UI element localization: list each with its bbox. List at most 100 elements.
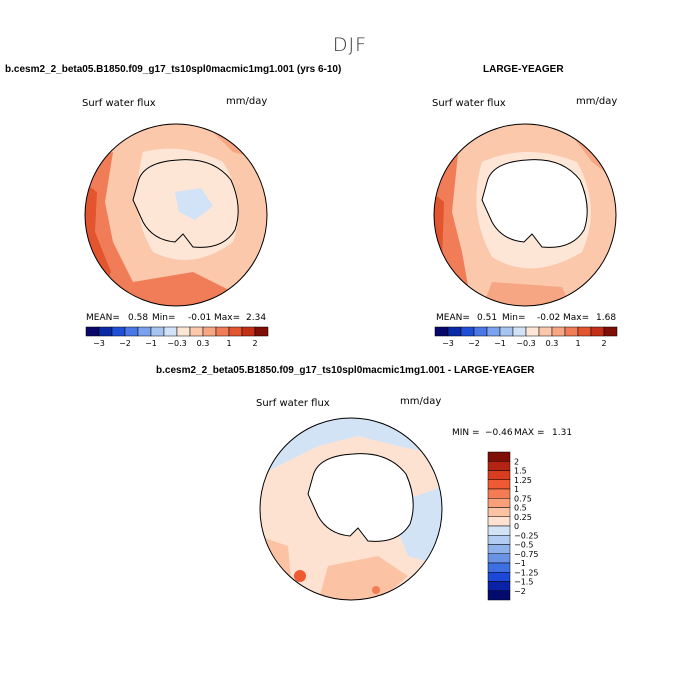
panel3-max-value: 1.31 (552, 428, 573, 438)
colorbar-box (176, 326, 191, 337)
panel3-max-label: MAX = (514, 428, 545, 438)
panel2-variable-label: Surf water flux (432, 98, 506, 109)
colorbar-box (564, 326, 579, 337)
colorbar-tick-label: −1 (514, 559, 526, 568)
colorbar-tick-label: 0.3 (546, 339, 559, 348)
colorbar-box (189, 326, 204, 337)
panel3-antarctica-outline (307, 453, 414, 542)
colorbar-box (577, 326, 592, 337)
panel3-polar-map (259, 417, 443, 601)
panel3-map-border (259, 417, 443, 601)
colorbar-box (487, 507, 511, 517)
colorbar-tick-label: 0.3 (197, 339, 210, 348)
colorbar-tick-label: −3 (442, 339, 454, 348)
colorbar-tick-label: 0.5 (514, 504, 527, 513)
colorbar-tick-label: −1.25 (514, 568, 539, 577)
colorbar-box (487, 562, 511, 573)
colorbar-box (150, 326, 165, 337)
panel2-colorbar: −3−2−1−0.30.3123 (434, 326, 618, 348)
colorbar-box (487, 581, 511, 591)
panel3-colorbar: 21.51.2510.750.50.250−0.25−0.5−0.75−1−1.… (487, 451, 539, 601)
colorbar-tick-label: −0.3 (516, 339, 535, 348)
panel2-antarctica-outline (481, 159, 588, 248)
colorbar-tick-label: −1.5 (514, 578, 533, 587)
panel2-flux-region-south (482, 282, 572, 306)
panel3-min-label: MIN = (452, 428, 480, 438)
colorbar-box (487, 461, 511, 471)
colorbar-tick-label: −3 (93, 339, 105, 348)
colorbar-tick-label: −1 (494, 339, 506, 348)
panel1-min-value: -0.01 (188, 313, 212, 323)
panel1-max-value: 2.34 (246, 313, 267, 323)
panel2-mean-value: 0.51 (477, 313, 498, 323)
colorbar-box (525, 326, 540, 337)
colorbar-tick-label: −0.25 (514, 531, 539, 540)
colorbar-box (487, 451, 511, 462)
panel3-units-label: mm/day (400, 396, 442, 407)
colorbar-box (487, 498, 511, 508)
colorbar-box (254, 326, 269, 337)
colorbar-box (487, 525, 511, 536)
colorbar-box (111, 326, 126, 337)
colorbar-box (228, 326, 243, 337)
panel2-case-title: LARGE-YEAGER (483, 64, 564, 75)
colorbar-tick-label: 2 (514, 457, 519, 466)
panel3-variable-label: Surf water flux (256, 398, 330, 409)
panel2-max-flux-region (434, 192, 444, 282)
panel3-positive-region-south (318, 556, 408, 600)
colorbar-box (473, 326, 488, 337)
colorbar-box (590, 326, 605, 337)
colorbar-box (487, 535, 511, 545)
colorbar-box (487, 590, 511, 601)
colorbar-box (85, 326, 100, 337)
colorbar-box (487, 488, 511, 499)
colorbar-box (487, 470, 511, 480)
colorbar-box (124, 326, 139, 337)
colorbar-tick-label: −2 (514, 587, 526, 596)
season-title: DJF (332, 34, 368, 56)
panel1-case-title: b.cesm2_2_beta05.B1850.f09_g17_ts10spl0m… (5, 64, 342, 75)
panel1-polar-map (84, 123, 268, 307)
colorbar-box (487, 553, 511, 564)
colorbar-box (603, 326, 618, 337)
panel1-negative-flux-patch (175, 188, 213, 220)
panel2-mean-label: MEAN= (436, 313, 470, 323)
colorbar-tick-label: 1 (575, 339, 580, 348)
panel3-case-title: b.cesm2_2_beta05.B1850.f09_g17_ts10spl0m… (156, 365, 535, 376)
panel1-min-label: Min= (152, 313, 176, 323)
colorbar-box (512, 326, 527, 337)
colorbar-box (137, 326, 152, 337)
colorbar-tick-label: 0.25 (514, 513, 532, 522)
colorbar-tick-label: −1 (145, 339, 157, 348)
panel2-min-label: Min= (502, 313, 526, 323)
colorbar-tick-label: 2 (601, 339, 606, 348)
panel1-variable-label: Surf water flux (82, 98, 156, 109)
panel2-map-border (433, 123, 617, 307)
panel2-max-value: 1.68 (596, 313, 617, 323)
colorbar-box (487, 479, 511, 490)
panel1-mean-label: MEAN= (86, 313, 120, 323)
panel1-units-label: mm/day (226, 96, 268, 107)
panel3-min-value: −0.46 (485, 428, 513, 438)
colorbar-box (551, 326, 566, 337)
colorbar-tick-label: 1 (514, 485, 519, 494)
panel1-max-label: Max= (214, 313, 241, 323)
colorbar-box (215, 326, 230, 337)
panel1-map-border (84, 123, 268, 307)
colorbar-box (447, 326, 462, 337)
panel2-polar-map (433, 123, 617, 307)
panel2-max-label: Max= (563, 313, 590, 323)
panel1-mean-value: 0.58 (128, 313, 149, 323)
colorbar-tick-label: 2 (252, 339, 257, 348)
colorbar-box (487, 544, 511, 554)
colorbar-box (163, 326, 178, 337)
colorbar-box (538, 326, 553, 337)
colorbar-tick-label: −0.75 (514, 550, 539, 559)
colorbar-box (487, 572, 511, 582)
colorbar-tick-label: −0.5 (514, 541, 533, 550)
colorbar-tick-label: 1.5 (514, 467, 527, 476)
colorbar-tick-label: −2 (468, 339, 480, 348)
colorbar-tick-label: 0.75 (514, 494, 532, 503)
panel2-min-value: -0.02 (537, 313, 561, 323)
panel3-max-anomaly-spot (294, 570, 306, 582)
